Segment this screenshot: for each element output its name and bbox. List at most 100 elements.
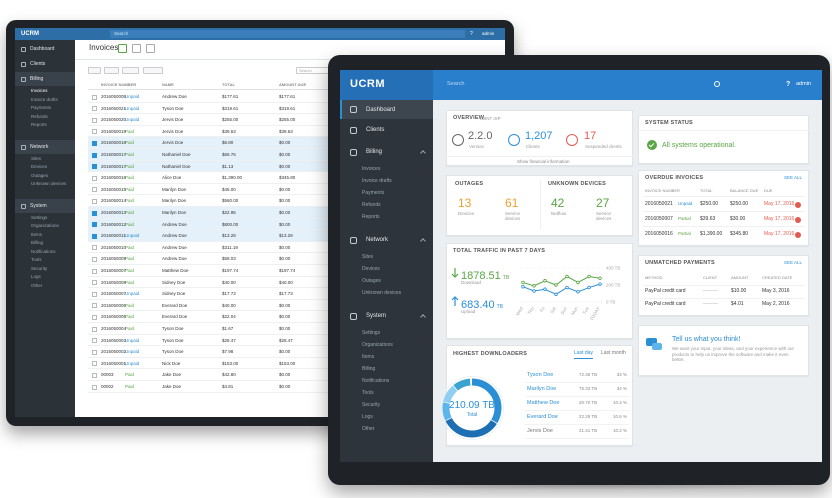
filter-button[interactable] <box>104 67 119 74</box>
submenu-item[interactable]: Unknown devices <box>31 181 67 186</box>
submenu-item[interactable]: Devices <box>362 266 380 272</box>
submenu-item[interactable]: Other <box>31 282 43 288</box>
filter-button[interactable] <box>122 67 139 74</box>
invoice-number[interactable]: 2016050015 <box>101 186 127 192</box>
submenu-item[interactable]: Devices <box>31 164 48 169</box>
invoice-number[interactable]: 2016050021 <box>101 105 127 111</box>
submenu-item[interactable]: Logs <box>31 274 41 279</box>
tab[interactable]: Last month <box>601 350 626 356</box>
submenu-item[interactable]: Security <box>31 265 48 271</box>
submenu-item[interactable]: Logs <box>362 414 373 420</box>
invoice-number[interactable]: 2016050013 <box>101 210 127 215</box>
submenu-item[interactable]: Billing <box>362 366 376 372</box>
row-checkbox[interactable] <box>92 256 97 262</box>
submenu-item[interactable]: Sites <box>31 155 42 161</box>
submenu-item[interactable]: Invoice drafts <box>31 96 58 102</box>
menu-item[interactable]: Billing <box>366 149 383 155</box>
invoice-number[interactable]: 2016050014 <box>101 198 127 204</box>
invoice-number[interactable]: 2016050011 <box>101 233 126 239</box>
downloader-name[interactable]: Everard Doe <box>527 414 558 420</box>
row-checkbox[interactable] <box>92 361 97 367</box>
invoice-number[interactable]: 2016050021 <box>645 201 673 207</box>
submenu-item[interactable]: Notifications <box>31 248 56 254</box>
row-checkbox[interactable] <box>92 222 97 228</box>
row-checkbox[interactable] <box>92 129 97 135</box>
toolbar-button[interactable] <box>132 44 141 53</box>
row-checkbox[interactable] <box>92 140 97 146</box>
menu-item[interactable]: System <box>366 313 387 319</box>
invoice-number[interactable]: 2016050008 <box>101 279 127 285</box>
row-checkbox[interactable] <box>92 233 97 239</box>
row-checkbox[interactable] <box>92 164 97 170</box>
invoice-number[interactable]: 2016050005 <box>101 94 127 99</box>
feedback-title[interactable]: Tell us what you think! <box>672 336 741 343</box>
row-checkbox[interactable] <box>92 326 97 332</box>
invoice-number[interactable]: 2016050019 <box>101 128 127 134</box>
downloader-name[interactable]: Marilyn Doe <box>527 386 557 392</box>
invoice-number[interactable]: 2016050020 <box>101 117 127 123</box>
help[interactable]: ? <box>786 81 791 88</box>
invoice-number[interactable]: 2016050018 <box>101 140 127 146</box>
toolbar-button[interactable] <box>118 44 127 53</box>
tab-active[interactable]: Last day <box>574 351 593 359</box>
row-checkbox[interactable] <box>92 106 97 112</box>
row-checkbox[interactable] <box>92 245 97 251</box>
downloader-name[interactable]: Jervis Doe <box>527 428 553 434</box>
row-checkbox[interactable] <box>92 187 97 193</box>
user[interactable]: admin <box>482 31 495 36</box>
invoice-number[interactable]: 2016050007 <box>645 216 673 222</box>
downloader-name[interactable]: Tyson Doe <box>527 372 554 378</box>
invoice-number[interactable]: 2016050001 <box>101 360 127 366</box>
submenu-item[interactable]: Outages <box>31 172 49 178</box>
invoice-number[interactable]: 2016050004 <box>101 326 127 331</box>
row-checkbox[interactable] <box>92 117 97 123</box>
submenu-item[interactable]: Items <box>362 354 375 360</box>
invoice-number[interactable]: 2016050005 <box>101 314 127 320</box>
submenu-item[interactable]: Other <box>362 426 375 432</box>
invoice-number[interactable]: 00002 <box>101 384 114 389</box>
invoice-number[interactable]: 2016050003 <box>101 337 127 343</box>
invoice-number[interactable]: 2016050016 <box>645 231 673 237</box>
submenu-item[interactable]: Settings <box>362 330 381 336</box>
submenu-item[interactable]: Refunds <box>31 113 48 119</box>
row-checkbox[interactable] <box>92 349 97 355</box>
submenu-item[interactable]: Unknown devices <box>362 290 402 296</box>
submenu-item[interactable]: Organizations <box>31 223 59 228</box>
invoice-number[interactable]: 2016050017 <box>101 152 127 157</box>
submenu-item[interactable]: Reports <box>31 122 47 127</box>
submenu-item[interactable]: Payments <box>31 105 52 110</box>
toolbar-button[interactable] <box>146 44 155 53</box>
submenu-item[interactable]: Outages <box>362 278 381 284</box>
invoice-number[interactable]: 2016050016 <box>101 175 127 181</box>
financial-link[interactable]: Show financial information <box>517 158 570 164</box>
submenu-item[interactable]: Tools <box>362 390 374 396</box>
submenu-item[interactable]: Invoices <box>362 166 381 172</box>
submenu-item[interactable]: Tools <box>31 257 42 262</box>
invoice-number[interactable]: 2016050006 <box>101 302 127 308</box>
row-checkbox[interactable] <box>92 291 97 297</box>
see-all-link[interactable]: SEE ALL <box>783 260 802 265</box>
help[interactable]: ? <box>470 31 473 37</box>
invoice-number[interactable]: 2016050009 <box>101 256 127 262</box>
row-checkbox[interactable] <box>92 210 97 216</box>
filter-button[interactable] <box>88 67 101 74</box>
row-checkbox[interactable] <box>92 338 97 344</box>
submenu-item[interactable]: Refunds <box>362 202 381 208</box>
row-checkbox[interactable] <box>92 303 97 309</box>
search-field[interactable] <box>110 30 465 38</box>
submenu-item[interactable]: Reports <box>362 214 380 220</box>
menu-item[interactable]: Clients <box>366 127 385 133</box>
menu-item[interactable]: Network <box>30 143 49 150</box>
search-icon[interactable] <box>714 81 720 87</box>
row-checkbox[interactable] <box>92 384 97 390</box>
submenu-item[interactable]: Notifications <box>362 378 390 384</box>
row-checkbox[interactable] <box>92 198 97 204</box>
row-checkbox[interactable] <box>92 94 97 100</box>
submenu-item[interactable]: Organizations <box>362 342 393 348</box>
user[interactable]: admin <box>796 81 811 87</box>
menu-item[interactable]: Network <box>366 237 389 243</box>
row-checkbox[interactable] <box>92 280 97 286</box>
submenu-item[interactable]: Billing <box>31 240 44 245</box>
invoice-number[interactable]: 2016050010 <box>101 244 127 250</box>
invoice-number[interactable]: 2016050007 <box>101 291 127 297</box>
